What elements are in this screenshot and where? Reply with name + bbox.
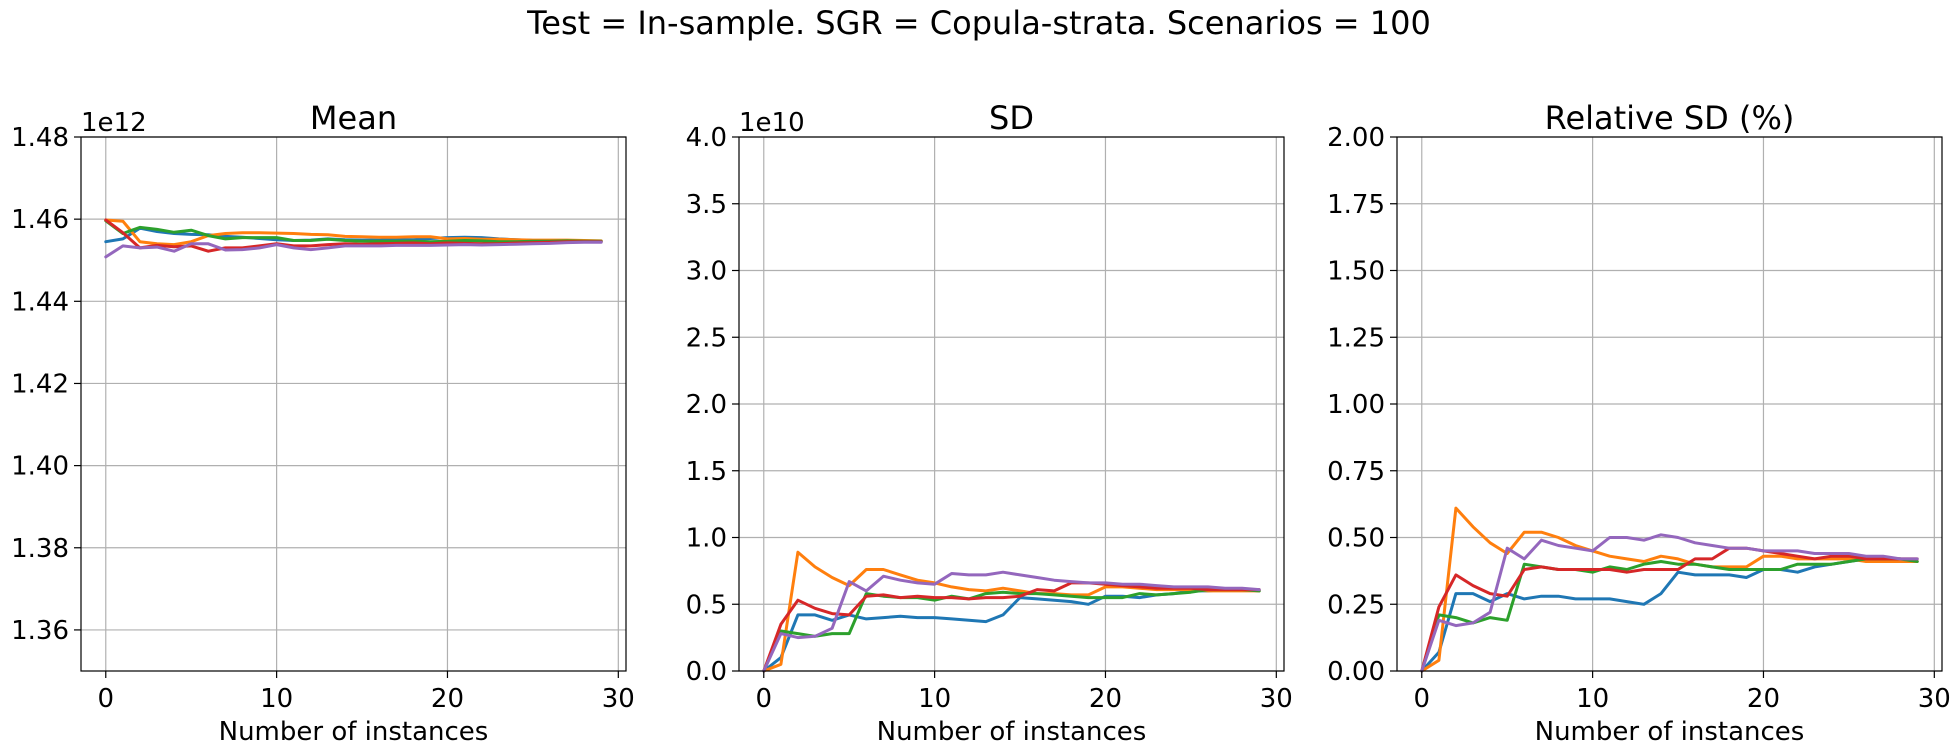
- y-tick-label: 3.5: [686, 190, 727, 220]
- y-tick-label: 0.00: [1327, 657, 1385, 687]
- y-tick-label: 4.0: [686, 123, 727, 153]
- y-tick-label: 1.40: [11, 452, 69, 482]
- series-group: [764, 552, 1259, 671]
- series-line-4: [1422, 548, 1917, 671]
- y-tick-label: 2.00: [1327, 123, 1385, 153]
- x-axis-label: Number of instances: [1535, 717, 1805, 747]
- y-tick-label: 2.5: [686, 323, 727, 353]
- subplot-title: Relative SD (%): [1545, 99, 1795, 137]
- x-axis-label: Number of instances: [219, 717, 489, 747]
- y-tick-label: 1.75: [1327, 190, 1385, 220]
- y-tick-label: 1.42: [11, 369, 69, 399]
- y-tick-label: 1.0: [686, 524, 727, 554]
- y-tick-label: 1.48: [11, 123, 69, 153]
- subplot-title: SD: [989, 99, 1034, 137]
- x-tick-label: 0: [755, 684, 772, 714]
- chart-panel-3: 0 10 20 30 0.00 0.25 0.50 0.75 1.00 1.25 1.50 1.75 2…: [1327, 99, 1951, 747]
- y-tick-label: 3.0: [686, 257, 727, 287]
- series-line-3: [764, 590, 1259, 671]
- x-tick-label: 20: [431, 684, 464, 714]
- figure-title: Test = In-sample. SGR = Copula-strata. S…: [526, 4, 1431, 42]
- y-tick-label: 1.00: [1327, 390, 1385, 420]
- x-tick-label: 10: [918, 684, 951, 714]
- x-tick-label: 10: [1576, 684, 1609, 714]
- series-group: [106, 220, 601, 257]
- chart-panel-2: 0 10 20 30 0.0 0.5 1.0 1.5 2.0 2.5 3.0 3.5 4.0 1e10 SD…: [686, 99, 1293, 747]
- x-tick-label: 30: [1260, 684, 1293, 714]
- grid: [81, 137, 626, 671]
- x-tick-label: 0: [97, 684, 114, 714]
- y-tick-label: 0.0: [686, 657, 727, 687]
- y-tick-label: 0.25: [1327, 590, 1385, 620]
- series-group: [1422, 508, 1917, 671]
- y-tick-label: 1.44: [11, 287, 69, 317]
- y-tick-label: 0.50: [1327, 524, 1385, 554]
- y-offset-text: 1e12: [81, 108, 147, 138]
- y-tick-label: 1.36: [11, 616, 69, 646]
- x-tick-label: 30: [602, 684, 635, 714]
- chart-panel-1: 0 10 20 30 1.36 1.38 1.40 1.42 1.44 1.46 1.48 1e12 M…: [11, 99, 635, 747]
- x-tick-label: 10: [260, 684, 293, 714]
- x-tick-label: 20: [1089, 684, 1122, 714]
- series-line-3: [1422, 559, 1917, 671]
- x-axis-label: Number of instances: [877, 717, 1147, 747]
- series-line-4: [764, 583, 1259, 671]
- y-tick-label: 1.38: [11, 534, 69, 564]
- series-line-1: [764, 590, 1259, 671]
- grid: [1397, 137, 1942, 671]
- y-tick-label: 2.0: [686, 390, 727, 420]
- series-line-1: [1422, 559, 1917, 671]
- series-line-5: [764, 572, 1259, 671]
- y-offset-text: 1e10: [739, 108, 805, 138]
- y-tick-label: 1.5: [686, 457, 727, 487]
- y-tick-label: 1.46: [11, 205, 69, 235]
- x-tick-label: 20: [1747, 684, 1780, 714]
- chart-panels: 0 10 20 30 1.36 1.38 1.40 1.42 1.44 1.46 1.48 1e12 M…: [11, 99, 1951, 747]
- y-tick-label: 0.5: [686, 590, 727, 620]
- y-tick-label: 0.75: [1327, 457, 1385, 487]
- axes-frame: [81, 137, 626, 671]
- y-tick-label: 1.25: [1327, 323, 1385, 353]
- x-tick-label: 30: [1918, 684, 1951, 714]
- y-tick-label: 1.50: [1327, 257, 1385, 287]
- subplot-title: Mean: [310, 99, 397, 137]
- x-tick-label: 0: [1413, 684, 1430, 714]
